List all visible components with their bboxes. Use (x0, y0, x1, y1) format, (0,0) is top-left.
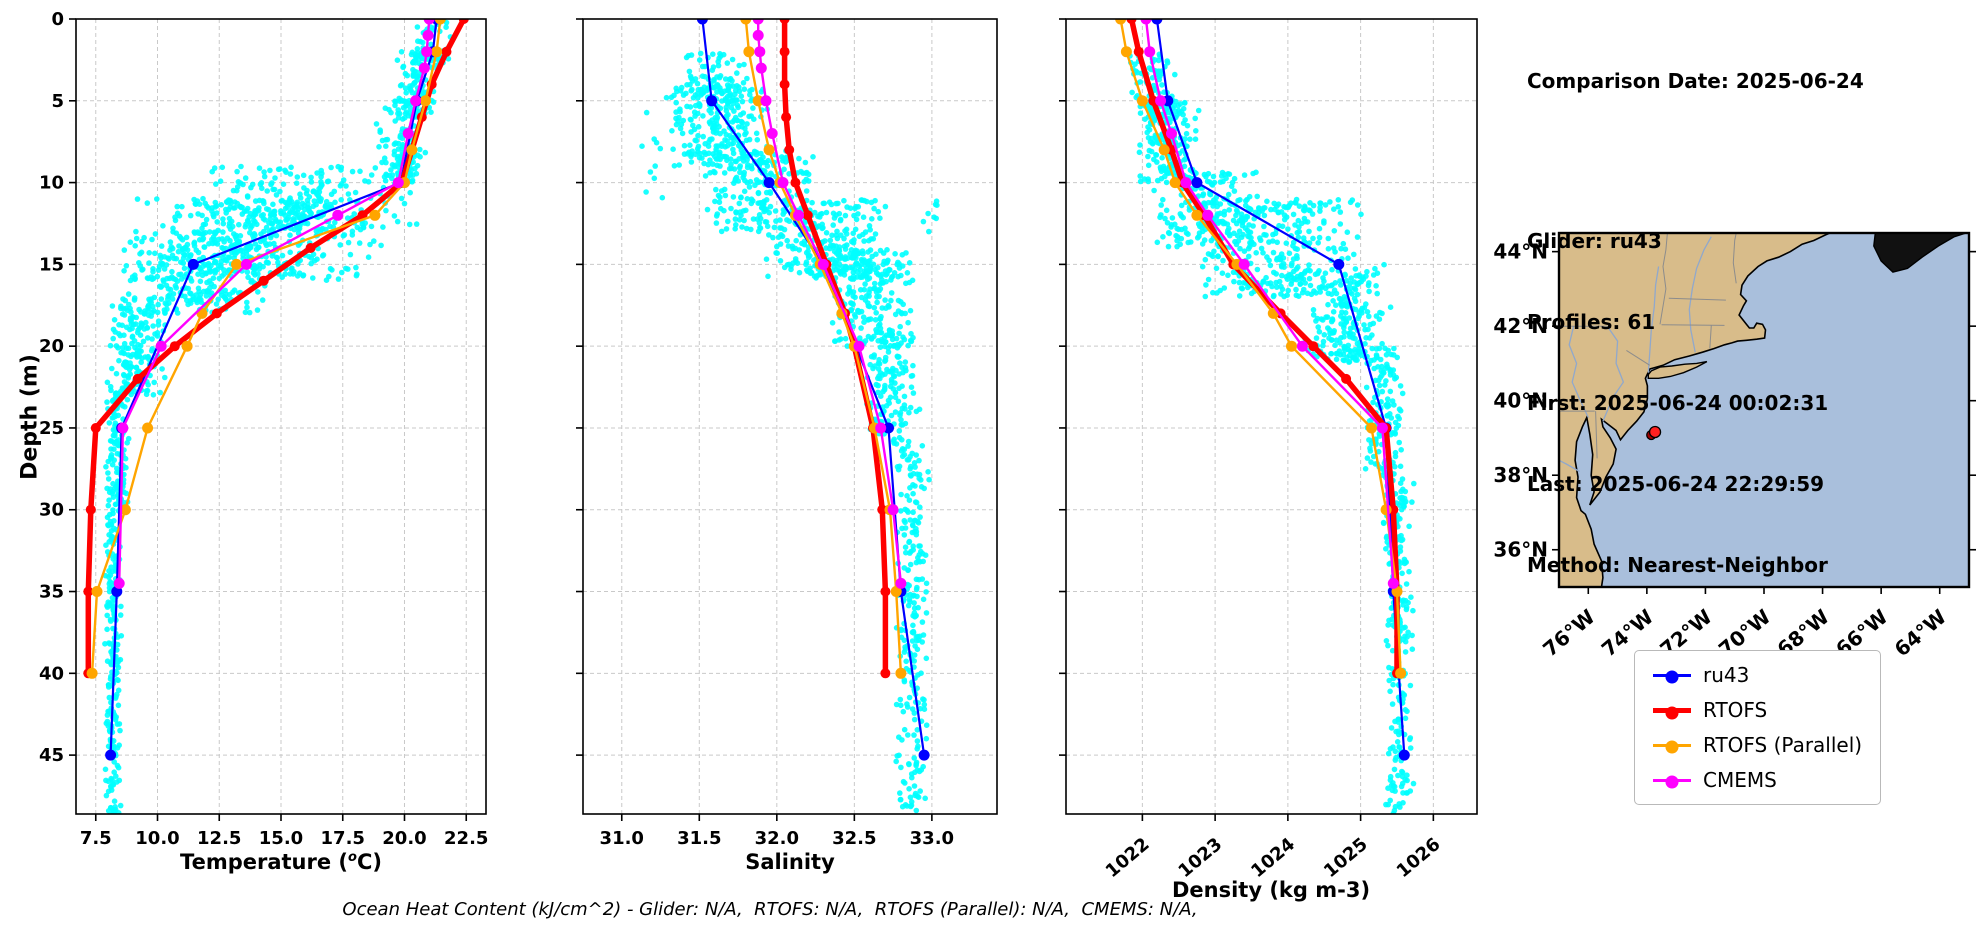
river-line (1602, 325, 1625, 422)
tick-labels: 1022 1023 1024 1025 1026 (1102, 834, 1445, 882)
svg-text:1022: 1022 (1102, 834, 1154, 882)
svg-text:31.0: 31.0 (600, 828, 644, 849)
axis-ticks (1059, 18, 1435, 821)
degree-superscript: o (348, 850, 357, 865)
river-line (1568, 326, 1589, 418)
svg-text:32.0: 32.0 (755, 828, 799, 849)
axis-ticks (576, 18, 933, 821)
svg-text:1024: 1024 (1247, 834, 1299, 882)
river-line (1559, 459, 1580, 473)
nova-scotia (1873, 233, 1967, 273)
svg-text:32.5: 32.5 (832, 828, 876, 849)
series-rtofs-parallel (86, 19, 446, 679)
svg-text:15: 15 (39, 254, 64, 275)
depth-axis-label: Depth (m) (17, 354, 43, 480)
tick-labels: 31.0 31.5 32.0 32.5 33.0 (600, 828, 955, 849)
temperature-label-suffix: C) (356, 850, 382, 874)
svg-text:1023: 1023 (1174, 834, 1226, 882)
svg-text:36°N: 36°N (1493, 538, 1548, 562)
legend-item-ru43: ru43 (1653, 663, 1862, 687)
glider-name: Glider: ru43 (1527, 229, 1662, 253)
svg-text:38°N: 38°N (1493, 463, 1548, 487)
legend-marker-dot (1665, 775, 1679, 788)
series-cmems (113, 19, 435, 589)
glider-location-marker (1648, 425, 1662, 439)
svg-text:40: 40 (39, 663, 64, 684)
temperature-axis-label: Temperature (oC) (180, 850, 382, 874)
last-profile-time: Last: 2025-06-24 22:29:59 (1527, 472, 1825, 496)
svg-text:33.0: 33.0 (910, 828, 954, 849)
legend-item-cmems: CMEMS (1653, 768, 1862, 792)
axis-ticks (69, 18, 468, 821)
glider-scatter (639, 50, 940, 814)
svg-text:17.5: 17.5 (321, 828, 365, 849)
state-border-line (1626, 349, 1651, 366)
temperature-panel: 7.5 10.0 12.5 15.0 17.5 20.0 22.5 0 5 10 15 20 25 30 3… (39, 9, 489, 849)
legend-line-sample (1653, 775, 1691, 788)
state-border-line (1595, 411, 1598, 459)
temperature-label-prefix: Temperature ( (180, 850, 349, 874)
info-panel: Comparison Date: 2025-06-24 Glider: ru43… (1527, 14, 1864, 633)
svg-text:45: 45 (39, 745, 64, 766)
density-axis-label: Density (kg m-3) (1171, 878, 1371, 902)
river-line (1688, 236, 1712, 353)
legend-label: CMEMS (1703, 768, 1777, 792)
long-island (1647, 360, 1708, 379)
legend-item-rtofs-parallel: RTOFS (Parallel) (1653, 733, 1862, 757)
svg-text:25: 25 (39, 418, 64, 439)
first-profile-time: First: 2025-06-24 00:02:31 (1527, 391, 1829, 415)
legend-line-sample (1653, 740, 1691, 753)
svg-text:10.0: 10.0 (135, 828, 179, 849)
state-border-line (1709, 325, 1712, 349)
legend-marker-dot (1665, 670, 1679, 683)
series-cmems (1140, 19, 1399, 589)
ocean-heat-content-caption: Ocean Heat Content (kJ/cm^2) - Glider: N… (342, 899, 1198, 920)
svg-text:64°W: 64°W (1890, 604, 1951, 661)
salinity-panel: 31.0 31.5 32.0 32.5 33.0 (576, 18, 998, 849)
legend-label: RTOFS (1703, 698, 1768, 722)
svg-text:20.0: 20.0 (382, 828, 426, 849)
svg-text:42°N: 42°N (1493, 314, 1548, 338)
tick-labels: 7.5 10.0 12.5 15.0 17.5 20.0 22.5 0 5 10 15 20 25 30 3… (39, 9, 489, 849)
legend-line-sample (1653, 670, 1691, 683)
svg-text:35: 35 (39, 582, 64, 603)
map-ticks (1552, 250, 1976, 594)
svg-text:12.5: 12.5 (197, 828, 241, 849)
svg-text:10: 10 (39, 173, 64, 194)
svg-text:7.5: 7.5 (80, 828, 112, 849)
state-border-line (1659, 233, 1668, 325)
svg-text:22.5: 22.5 (444, 828, 488, 849)
interpolation-method: Method: Nearest-Neighbor (1527, 553, 1828, 577)
density-panel: 1022 1023 1024 1025 1026 (1059, 18, 1478, 882)
svg-text:1026: 1026 (1393, 834, 1445, 882)
svg-text:5: 5 (51, 91, 64, 112)
svg-text:30: 30 (39, 500, 64, 521)
profiles-count: Profiles: 61 (1527, 310, 1656, 334)
legend-item-rtofs: RTOFS (1653, 698, 1862, 722)
river-line (1647, 266, 1660, 373)
svg-text:44°N: 44°N (1493, 240, 1548, 264)
svg-text:15.0: 15.0 (259, 828, 303, 849)
state-border-line (1732, 233, 1737, 284)
info-spacer (1527, 149, 1864, 174)
svg-text:0: 0 (51, 9, 64, 30)
svg-text:40°N: 40°N (1493, 389, 1548, 413)
legend-marker-dot (1665, 706, 1679, 719)
svg-text:20: 20 (39, 336, 64, 357)
state-border-line (1668, 297, 1726, 301)
state-border-line (1661, 324, 1725, 326)
legend-label: RTOFS (Parallel) (1703, 733, 1863, 757)
comparison-date: Comparison Date: 2025-06-24 (1527, 69, 1864, 93)
svg-text:1025: 1025 (1320, 834, 1372, 882)
legend-label: ru43 (1703, 663, 1750, 687)
svg-text:31.5: 31.5 (677, 828, 721, 849)
legend: ru43 RTOFS RTOFS (Parallel) CMEMS (1634, 650, 1882, 805)
legend-line-sample (1653, 706, 1691, 719)
salinity-axis-label: Salinity (745, 850, 835, 874)
series-cmems (752, 19, 907, 589)
legend-marker-dot (1665, 740, 1679, 753)
mainland-coastline (1559, 233, 1831, 587)
